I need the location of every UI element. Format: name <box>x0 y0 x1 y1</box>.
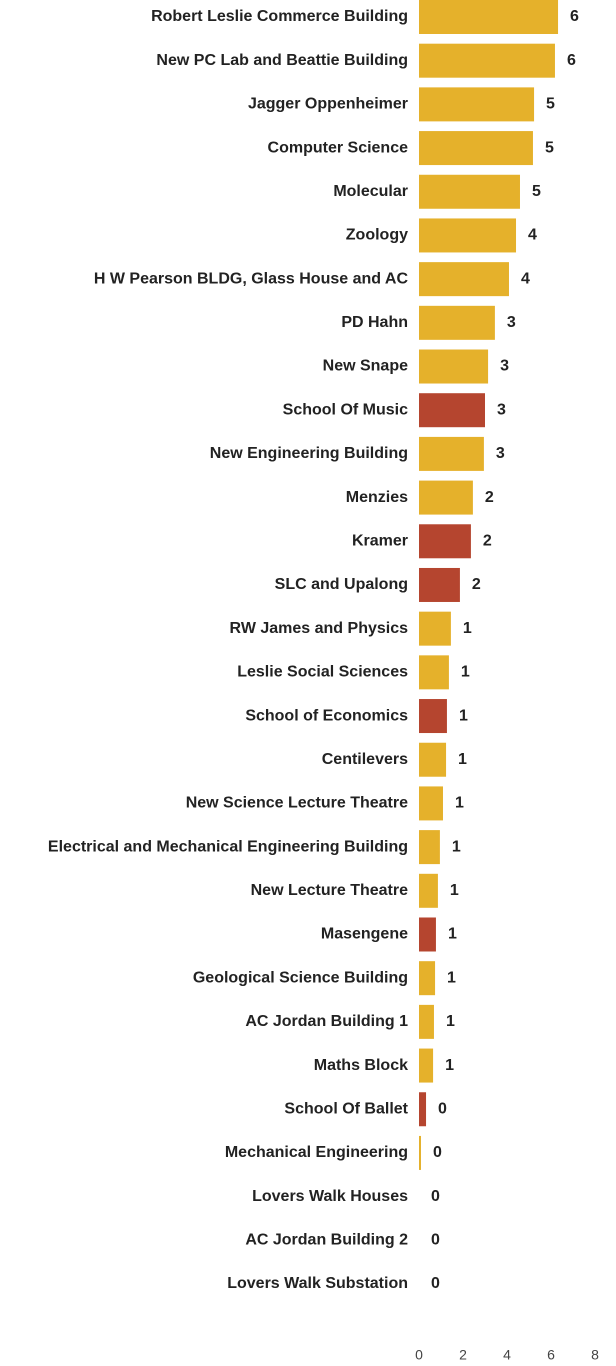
category-label: Lovers Walk Substation <box>227 1275 408 1292</box>
bar <box>419 786 443 821</box>
bar <box>419 742 447 777</box>
bar <box>419 961 436 996</box>
category-label: H W Pearson BLDG, Glass House and AC <box>94 270 409 287</box>
value-label: 1 <box>446 1013 455 1030</box>
value-label: 3 <box>507 314 516 331</box>
value-label: 1 <box>450 882 459 899</box>
category-label: School Of Music <box>283 401 408 418</box>
value-label: 1 <box>448 926 457 943</box>
category-label: Zoology <box>346 227 408 244</box>
value-label: 0 <box>431 1275 440 1292</box>
bar <box>419 131 533 166</box>
x-tick-label: 8 <box>591 1347 599 1363</box>
bar <box>419 436 484 471</box>
bar <box>419 393 485 428</box>
category-label: Lovers Walk Houses <box>252 1188 408 1205</box>
category-label: New Snape <box>323 358 408 375</box>
category-label: Leslie Social Sciences <box>237 664 408 681</box>
value-label: 4 <box>528 227 537 244</box>
x-tick-label: 6 <box>547 1347 555 1363</box>
bar <box>419 1004 434 1039</box>
bar <box>419 699 447 734</box>
bar <box>419 305 495 340</box>
category-label: Molecular <box>333 183 408 200</box>
category-label: Geological Science Building <box>193 969 408 986</box>
bar <box>419 1092 427 1127</box>
bar <box>419 480 473 515</box>
category-label: Menzies <box>346 489 408 506</box>
value-label: 5 <box>532 183 541 200</box>
category-label: Computer Science <box>268 139 409 156</box>
value-label: 0 <box>431 1232 440 1249</box>
bar <box>419 524 471 559</box>
value-label: 1 <box>459 707 468 724</box>
category-label: Jagger Oppenheimer <box>248 96 408 113</box>
category-label: School Of Ballet <box>284 1100 408 1117</box>
category-label: Centilevers <box>322 751 408 768</box>
category-label: Maths Block <box>314 1057 408 1074</box>
value-label: 0 <box>438 1100 447 1117</box>
bar <box>419 655 449 690</box>
category-label: New PC Lab and Beattie Building <box>156 52 408 69</box>
value-label: 1 <box>463 620 472 637</box>
value-label: 5 <box>546 96 555 113</box>
bar <box>419 349 489 384</box>
value-label: 1 <box>455 795 464 812</box>
value-label: 1 <box>447 969 456 986</box>
bar <box>419 830 440 865</box>
value-label: 1 <box>452 838 461 855</box>
value-label: 1 <box>461 664 470 681</box>
bar <box>419 43 555 78</box>
category-label: New Lecture Theatre <box>251 882 408 899</box>
bar <box>419 1135 421 1170</box>
category-label: Mechanical Engineering <box>225 1144 408 1161</box>
bar <box>419 873 438 908</box>
x-tick-label: 2 <box>459 1347 467 1363</box>
bar <box>419 611 451 646</box>
category-label: RW James and Physics <box>230 620 409 637</box>
value-label: 2 <box>472 576 481 593</box>
category-label: School of Economics <box>245 707 408 724</box>
bar <box>419 87 535 122</box>
bar <box>419 1048 434 1083</box>
x-tick-label: 0 <box>415 1347 423 1363</box>
value-label: 1 <box>458 751 467 768</box>
value-label: 3 <box>496 445 505 462</box>
value-label: 6 <box>570 8 579 25</box>
value-label: 1 <box>445 1057 454 1074</box>
value-label: 6 <box>567 52 576 69</box>
value-label: 2 <box>485 489 494 506</box>
value-label: 3 <box>500 358 509 375</box>
x-tick-label: 4 <box>503 1347 511 1363</box>
bar <box>419 567 460 602</box>
value-label: 0 <box>433 1144 442 1161</box>
category-label: Robert Leslie Commerce Building <box>151 8 408 25</box>
category-label: Kramer <box>352 532 408 549</box>
bar <box>419 917 436 952</box>
value-label: 5 <box>545 139 554 156</box>
category-label: Electrical and Mechanical Engineering Bu… <box>48 838 408 855</box>
bar <box>419 174 520 209</box>
value-label: 4 <box>521 270 530 287</box>
bar <box>419 0 559 34</box>
category-label: SLC and Upalong <box>275 576 408 593</box>
value-label: 3 <box>497 401 506 418</box>
category-label: New Science Lecture Theatre <box>186 795 408 812</box>
category-label: AC Jordan Building 2 <box>245 1232 408 1249</box>
category-label: New Engineering Building <box>210 445 408 462</box>
value-label: 2 <box>483 532 492 549</box>
value-label: 0 <box>431 1188 440 1205</box>
bar <box>419 218 517 253</box>
category-label: Masengene <box>321 926 408 943</box>
category-label: PD Hahn <box>341 314 408 331</box>
bar <box>419 262 509 297</box>
category-label: AC Jordan Building 1 <box>245 1013 408 1030</box>
